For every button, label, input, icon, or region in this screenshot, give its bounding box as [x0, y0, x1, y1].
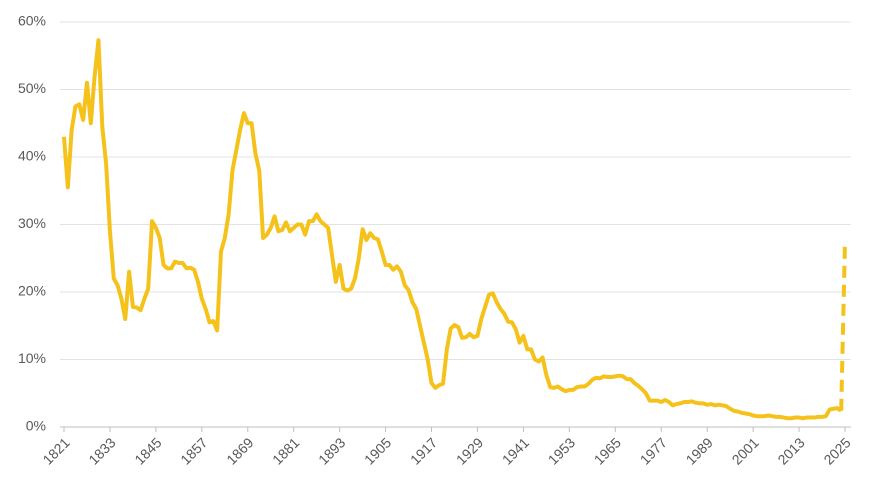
x-tick-label: 1845: [131, 434, 164, 467]
x-tick-label: 1917: [407, 434, 440, 467]
x-tick-label: 1821: [39, 434, 72, 467]
x-tick-label: 2025: [820, 434, 853, 467]
y-tick-label: 50%: [18, 80, 46, 96]
x-tick-label: 1833: [85, 434, 118, 467]
data-line: [62, 38, 843, 421]
y-tick-label: 60%: [18, 13, 46, 29]
x-tick-label: 1953: [545, 434, 578, 467]
x-tick-label: 1893: [315, 434, 348, 467]
data-line: [839, 241, 847, 411]
x-tick-label: 1929: [453, 434, 486, 467]
x-tick-label: 1965: [591, 434, 624, 467]
x-tick-label: 1905: [361, 434, 394, 467]
y-tick-label: 0%: [26, 418, 46, 434]
x-tick-label: 1977: [637, 434, 670, 467]
x-tick-label: 1857: [177, 434, 210, 467]
x-tick-label: 1989: [683, 434, 716, 467]
x-tick-label: 1869: [223, 434, 256, 467]
y-tick-label: 10%: [18, 350, 46, 366]
y-tick-label: 30%: [18, 215, 46, 231]
y-tick-label: 40%: [18, 148, 46, 164]
x-tick-label: 1881: [269, 434, 302, 467]
x-tick-label: 1941: [499, 434, 532, 467]
y-tick-label: 20%: [18, 283, 46, 299]
x-tick-label: 2013: [774, 434, 807, 467]
x-tick-label: 2001: [729, 434, 762, 467]
